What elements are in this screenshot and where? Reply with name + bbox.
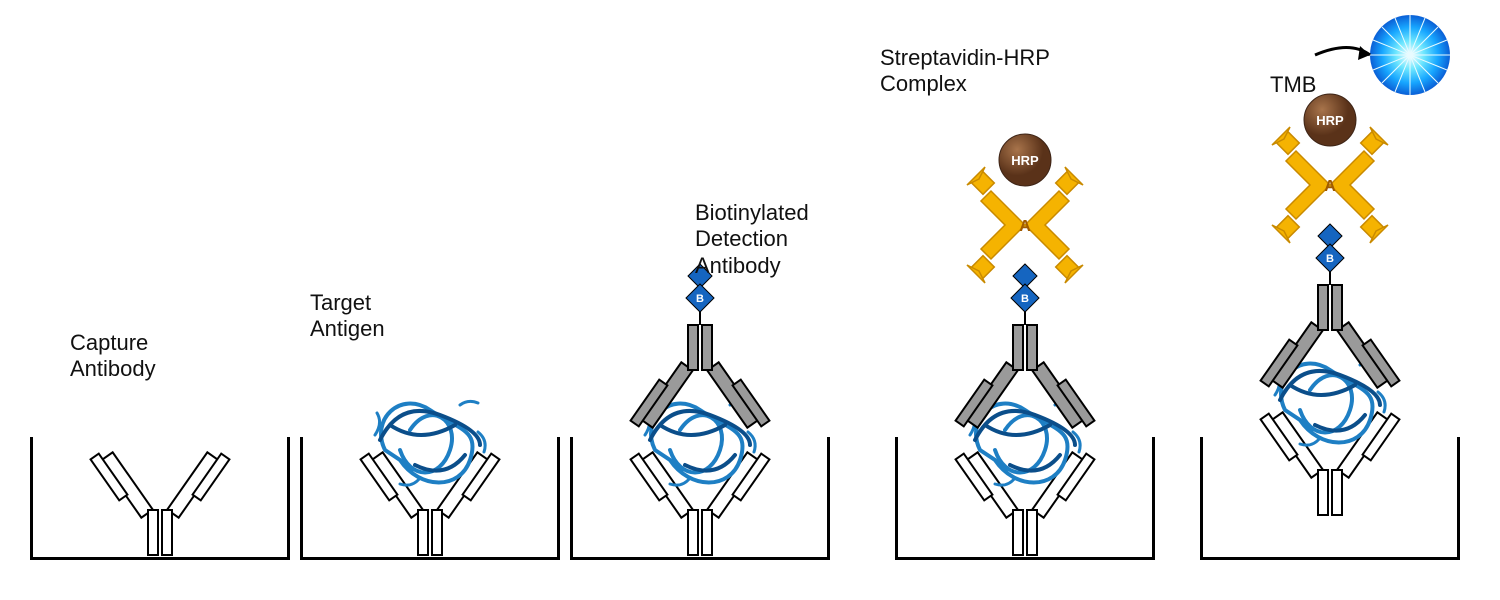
label-line: Antibody <box>70 356 156 381</box>
panel-tmb <box>1200 40 1480 560</box>
capture-antibody-icon <box>91 452 230 555</box>
label-detection-antibody: Biotinylated Detection Antibody <box>695 200 809 279</box>
label-line: Antibody <box>695 253 781 278</box>
biotin-icon <box>1011 264 1039 312</box>
biotin-icon <box>1316 224 1344 272</box>
capture-antibody-icon <box>1261 412 1400 515</box>
panel-streptavidin-hrp <box>895 40 1155 560</box>
label-line: Target <box>310 290 371 315</box>
hrp-icon <box>1304 94 1356 146</box>
label-target-antigen: Target Antigen <box>310 290 385 343</box>
tmb-star-icon <box>1370 15 1450 95</box>
label-capture-antibody: Capture Antibody <box>70 330 156 383</box>
capture-antibody-icon <box>361 452 500 555</box>
capture-antibody-icon <box>631 452 770 555</box>
panel-detection-antibody <box>570 40 830 560</box>
label-line: Antigen <box>310 316 385 341</box>
label-line: Detection <box>695 226 788 251</box>
label-line: Biotinylated <box>695 200 809 225</box>
label-line: TMB <box>1270 72 1316 97</box>
hrp-icon <box>999 134 1051 186</box>
label-line: Streptavidin-HRP <box>880 45 1050 70</box>
label-line: Complex <box>880 71 967 96</box>
label-tmb: TMB <box>1270 72 1316 98</box>
label-streptavidin-hrp: Streptavidin-HRP Complex <box>880 45 1050 98</box>
capture-antibody-icon <box>956 452 1095 555</box>
panel-capture-antibody <box>30 40 290 560</box>
label-line: Capture <box>70 330 148 355</box>
